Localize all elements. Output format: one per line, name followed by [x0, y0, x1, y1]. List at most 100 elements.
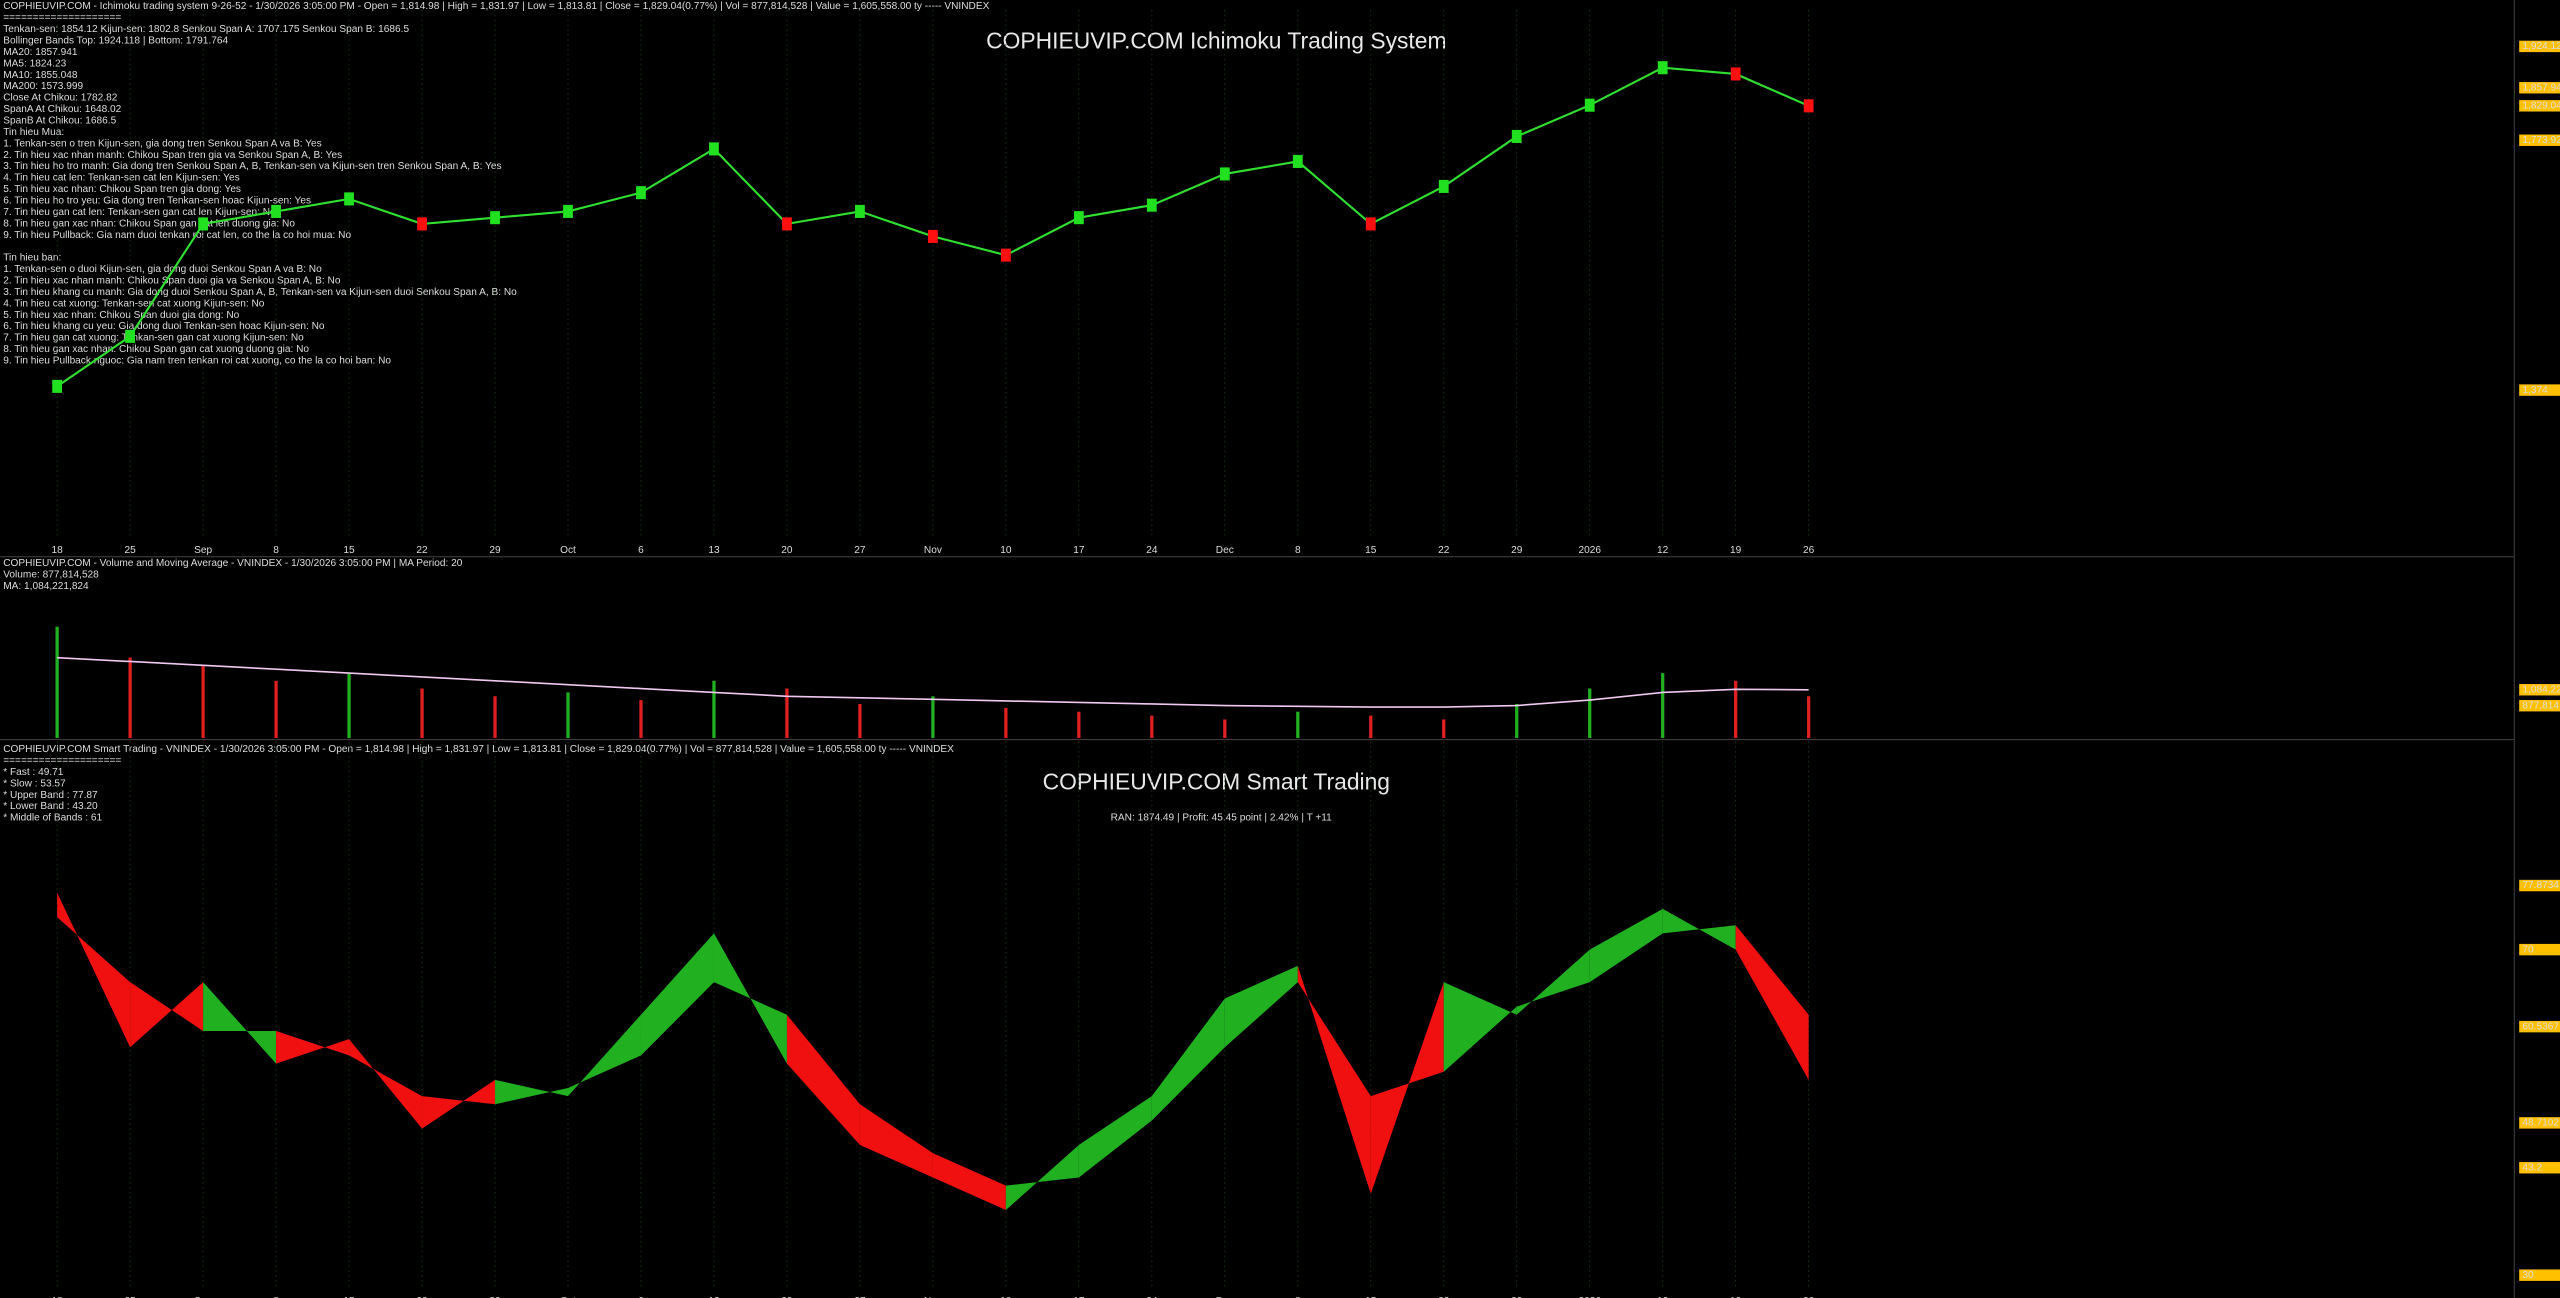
info-line: 6. Tin hieu khang cu yeu: Gia dong duoi … [3, 321, 325, 332]
x-tick-label: 17 [1073, 1296, 1085, 1298]
y-tick-box [2519, 100, 2560, 112]
x-tick-label: 15 [1365, 545, 1377, 556]
candle [271, 204, 281, 218]
x-tick-label: Dec [1216, 545, 1234, 556]
x-tick-label: 15 [343, 1296, 355, 1298]
info-line: 7. Tin hieu gan cat xuong: Tenkan-sen ga… [3, 333, 304, 344]
info-line: Tenkan-sen: 1854.12 Kijun-sen: 1802.8 Se… [3, 24, 409, 35]
y-tick-box [2519, 134, 2560, 146]
x-tick-label: 10 [1000, 1296, 1012, 1298]
candle [1511, 129, 1522, 143]
candle [1000, 248, 1011, 262]
y-tick-label: 1,084,22 [2522, 684, 2560, 695]
y-tick-label: 1,374 [2522, 385, 2548, 396]
info-line: 4. Tin hieu cat len: Tenkan-sen cat len … [3, 173, 239, 184]
panel-header: COPHIEUVIP.COM Smart Trading - VNINDEX -… [3, 744, 954, 755]
candle [490, 211, 500, 225]
candle [125, 329, 136, 343]
info-line: 1. Tenkan-sen o tren Kijun-sen, gia dong… [3, 138, 321, 149]
x-tick-label: 22 [1438, 1296, 1450, 1298]
info-line: SpanB At Chikou: 1686.5 [3, 116, 116, 127]
oscillator-fill [1297, 965, 1371, 1194]
ma-line [57, 656, 1809, 708]
oscillator-fill [422, 1079, 496, 1129]
x-tick-label: Oct [560, 545, 576, 556]
x-tick-label: 18 [52, 1296, 64, 1298]
y-tick-label: 48.7102 [2522, 1118, 2559, 1129]
volume-bar [347, 673, 351, 738]
x-tick-label: 12 [1657, 545, 1669, 556]
volume-bar [1004, 707, 1008, 738]
x-tick-label: 20 [781, 1296, 793, 1298]
candle [928, 229, 938, 243]
x-tick-label: 15 [1365, 1296, 1377, 1298]
y-tick-label: 1,829.04 [2522, 100, 2560, 111]
info-line: 6. Tin hieu ho tro yeu: Gia dong tren Te… [3, 196, 311, 207]
oscillator-fill [1443, 982, 1517, 1072]
panel-header: COPHIEUVIP.COM - Volume and Moving Avera… [3, 558, 462, 569]
volume-bar [1734, 680, 1738, 738]
info-line: * Slow : 53.57 [3, 778, 66, 789]
volume-bar [1077, 711, 1081, 738]
volume-bar [201, 665, 205, 738]
y-tick-label: 30 [2522, 1270, 2534, 1281]
x-tick-label: Sep [194, 545, 212, 556]
info-line: SpanA At Chikou: 1648.02 [3, 104, 121, 115]
x-tick-label: 27 [854, 1296, 866, 1298]
volume-bar [1223, 719, 1227, 738]
oscillator-fill [786, 1014, 860, 1145]
candle [344, 192, 354, 206]
candle [782, 217, 792, 231]
volume-bar [1661, 673, 1665, 738]
oscillator-fill [932, 1153, 1006, 1211]
x-tick-label: 6 [638, 1296, 644, 1298]
x-tick-label: 10 [1000, 545, 1012, 556]
volume-bar [493, 696, 497, 738]
info-line: * Upper Band : 77.87 [3, 790, 98, 801]
info-line: * Middle of Bands : 61 [3, 813, 102, 824]
oscillator-fill [57, 892, 131, 1048]
oscillator-fill [1005, 1144, 1079, 1211]
candle [1073, 211, 1084, 225]
candle [1438, 179, 1449, 193]
volume-bar [1369, 715, 1373, 738]
x-tick-label: 29 [1511, 1296, 1523, 1298]
x-tick-label: 13 [708, 1296, 720, 1298]
info-line: * Fast : 49.71 [3, 767, 64, 778]
volume-bar [1807, 696, 1811, 738]
x-tick-label: 20 [781, 545, 793, 556]
x-tick-label: 8 [273, 1296, 279, 1298]
info-line: ==================== [3, 13, 121, 24]
info-line: 9. Tin hieu Pullback nguoc: Gia nam tren… [3, 356, 391, 367]
oscillator-fill [713, 933, 787, 1064]
y-tick-box [2519, 1162, 2560, 1174]
x-tick-label: 8 [1295, 1296, 1301, 1298]
x-tick-label: 19 [1730, 1296, 1742, 1298]
candle [1219, 167, 1230, 181]
x-tick-label: 24 [1146, 1296, 1158, 1298]
x-tick-label: 24 [1146, 545, 1158, 556]
oscillator-fill [203, 982, 277, 1064]
y-tick-label: 877,814,5 [2522, 700, 2560, 711]
info-line: Volume: 877,814,528 [3, 569, 99, 580]
oscillator-fill [1589, 908, 1663, 983]
y-tick-box [2519, 699, 2560, 712]
y-tick-label: 1,773.92 [2522, 135, 2560, 146]
oscillator-fill [276, 1031, 350, 1064]
candle [636, 186, 646, 200]
info-line: 5. Tin hieu xac nhan: Chikou Span duoi g… [3, 310, 239, 321]
candle [417, 217, 427, 231]
volume-bar [566, 692, 570, 738]
volume-bar [1442, 719, 1446, 738]
y-tick-label: 77.8734 [2522, 880, 2559, 891]
x-tick-label: 26 [1803, 545, 1815, 556]
candle [1365, 217, 1376, 231]
x-tick-label: 12 [1657, 1296, 1669, 1298]
candle [1146, 198, 1157, 212]
info-line: 7. Tin hieu gan cat len: Tenkan-sen gan … [3, 207, 276, 218]
y-tick-box [2519, 384, 2560, 396]
y-tick-label: 60.5367 [2522, 1021, 2559, 1032]
x-tick-label: 8 [1295, 545, 1301, 556]
